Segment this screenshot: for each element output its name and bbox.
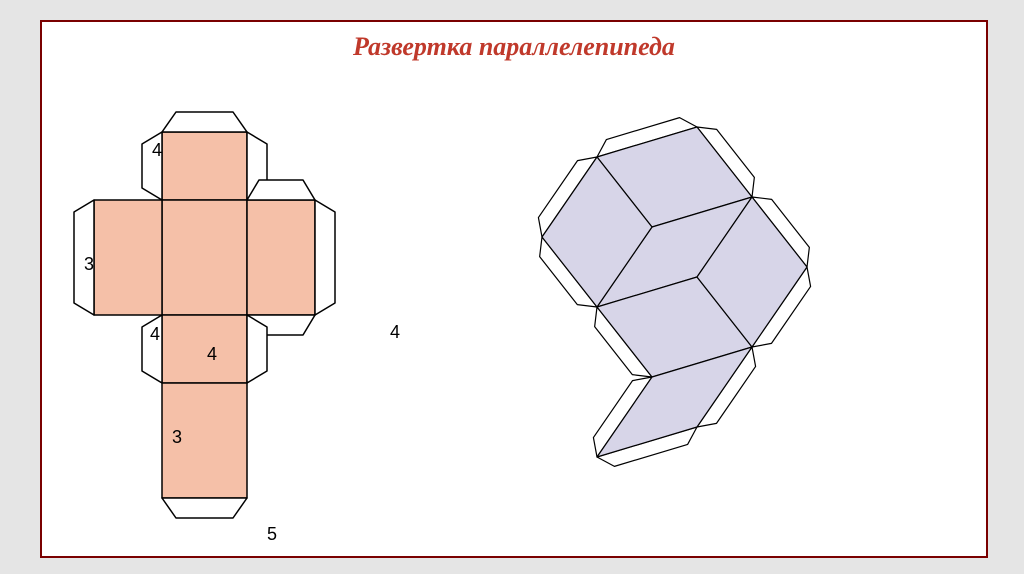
dim-3-lower: 3 — [172, 427, 182, 448]
rectangular-net — [62, 62, 502, 562]
dim-4-mid: 4 — [207, 344, 217, 365]
dim-4-top-left: 4 — [152, 140, 162, 161]
page-title: Развертка параллелепипеда — [42, 32, 986, 62]
dim-3-left: 3 — [84, 254, 94, 275]
oblique-net — [502, 72, 982, 532]
dim-5-bottom: 5 — [267, 524, 277, 545]
diagram-frame: Развертка параллелепипеда 4 3 4 4 4 3 5 — [40, 20, 988, 558]
dim-4-right: 4 — [390, 322, 400, 343]
dim-4-bot-left: 4 — [150, 324, 160, 345]
